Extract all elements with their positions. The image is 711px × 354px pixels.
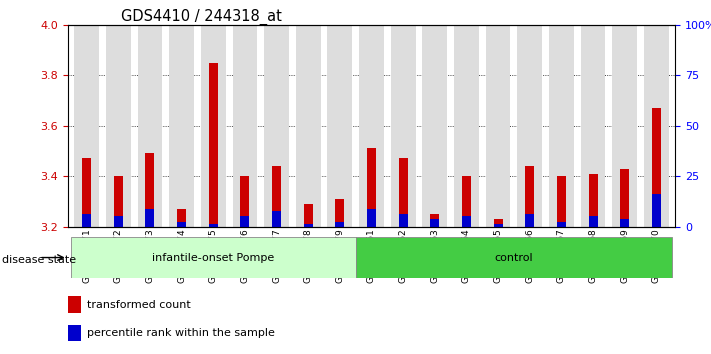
Bar <box>304 204 313 227</box>
Bar <box>525 214 534 227</box>
Bar <box>240 176 250 227</box>
Bar <box>589 216 597 227</box>
Text: control: control <box>495 252 533 263</box>
Bar <box>652 108 661 227</box>
Text: disease state: disease state <box>2 255 76 265</box>
Bar <box>549 25 574 227</box>
Bar <box>359 25 384 227</box>
Bar <box>644 25 669 227</box>
Bar <box>209 224 218 227</box>
Bar <box>621 219 629 227</box>
Bar <box>209 63 218 227</box>
Bar <box>462 176 471 227</box>
Bar <box>296 25 321 227</box>
Bar <box>557 176 566 227</box>
Bar <box>367 148 376 227</box>
Bar <box>336 222 344 227</box>
Bar <box>336 199 344 227</box>
Bar <box>621 169 629 227</box>
Bar <box>356 237 673 278</box>
Bar <box>462 216 471 227</box>
Bar <box>525 166 534 227</box>
Bar <box>74 25 99 227</box>
Bar <box>106 25 131 227</box>
Bar <box>240 216 250 227</box>
Bar <box>114 176 122 227</box>
Bar <box>652 194 661 227</box>
Bar <box>146 209 154 227</box>
Bar <box>486 25 510 227</box>
Bar <box>589 173 597 227</box>
Bar <box>581 25 606 227</box>
Bar <box>557 222 566 227</box>
Bar <box>612 25 637 227</box>
Bar <box>177 222 186 227</box>
Bar <box>264 25 289 227</box>
Bar <box>518 25 542 227</box>
Text: percentile rank within the sample: percentile rank within the sample <box>87 328 275 338</box>
Bar <box>430 214 439 227</box>
Bar <box>493 219 503 227</box>
Bar <box>177 209 186 227</box>
Bar <box>430 219 439 227</box>
Bar <box>114 216 122 227</box>
Text: infantile-onset Pompe: infantile-onset Pompe <box>152 252 274 263</box>
Bar <box>137 25 162 227</box>
Bar <box>201 25 225 227</box>
Bar <box>422 25 447 227</box>
Bar <box>68 325 81 341</box>
Bar <box>146 153 154 227</box>
Bar <box>367 209 376 227</box>
Bar <box>399 214 407 227</box>
Bar <box>454 25 479 227</box>
Bar <box>272 211 281 227</box>
Bar <box>493 224 503 227</box>
Bar <box>68 296 81 313</box>
Bar <box>391 25 415 227</box>
Bar <box>70 237 356 278</box>
Bar <box>82 159 91 227</box>
Text: GDS4410 / 244318_at: GDS4410 / 244318_at <box>121 9 282 25</box>
Bar <box>169 25 194 227</box>
Bar <box>272 166 281 227</box>
Bar <box>304 224 313 227</box>
Bar <box>328 25 352 227</box>
Bar <box>82 214 91 227</box>
Bar <box>232 25 257 227</box>
Text: transformed count: transformed count <box>87 300 191 310</box>
Bar <box>399 159 407 227</box>
